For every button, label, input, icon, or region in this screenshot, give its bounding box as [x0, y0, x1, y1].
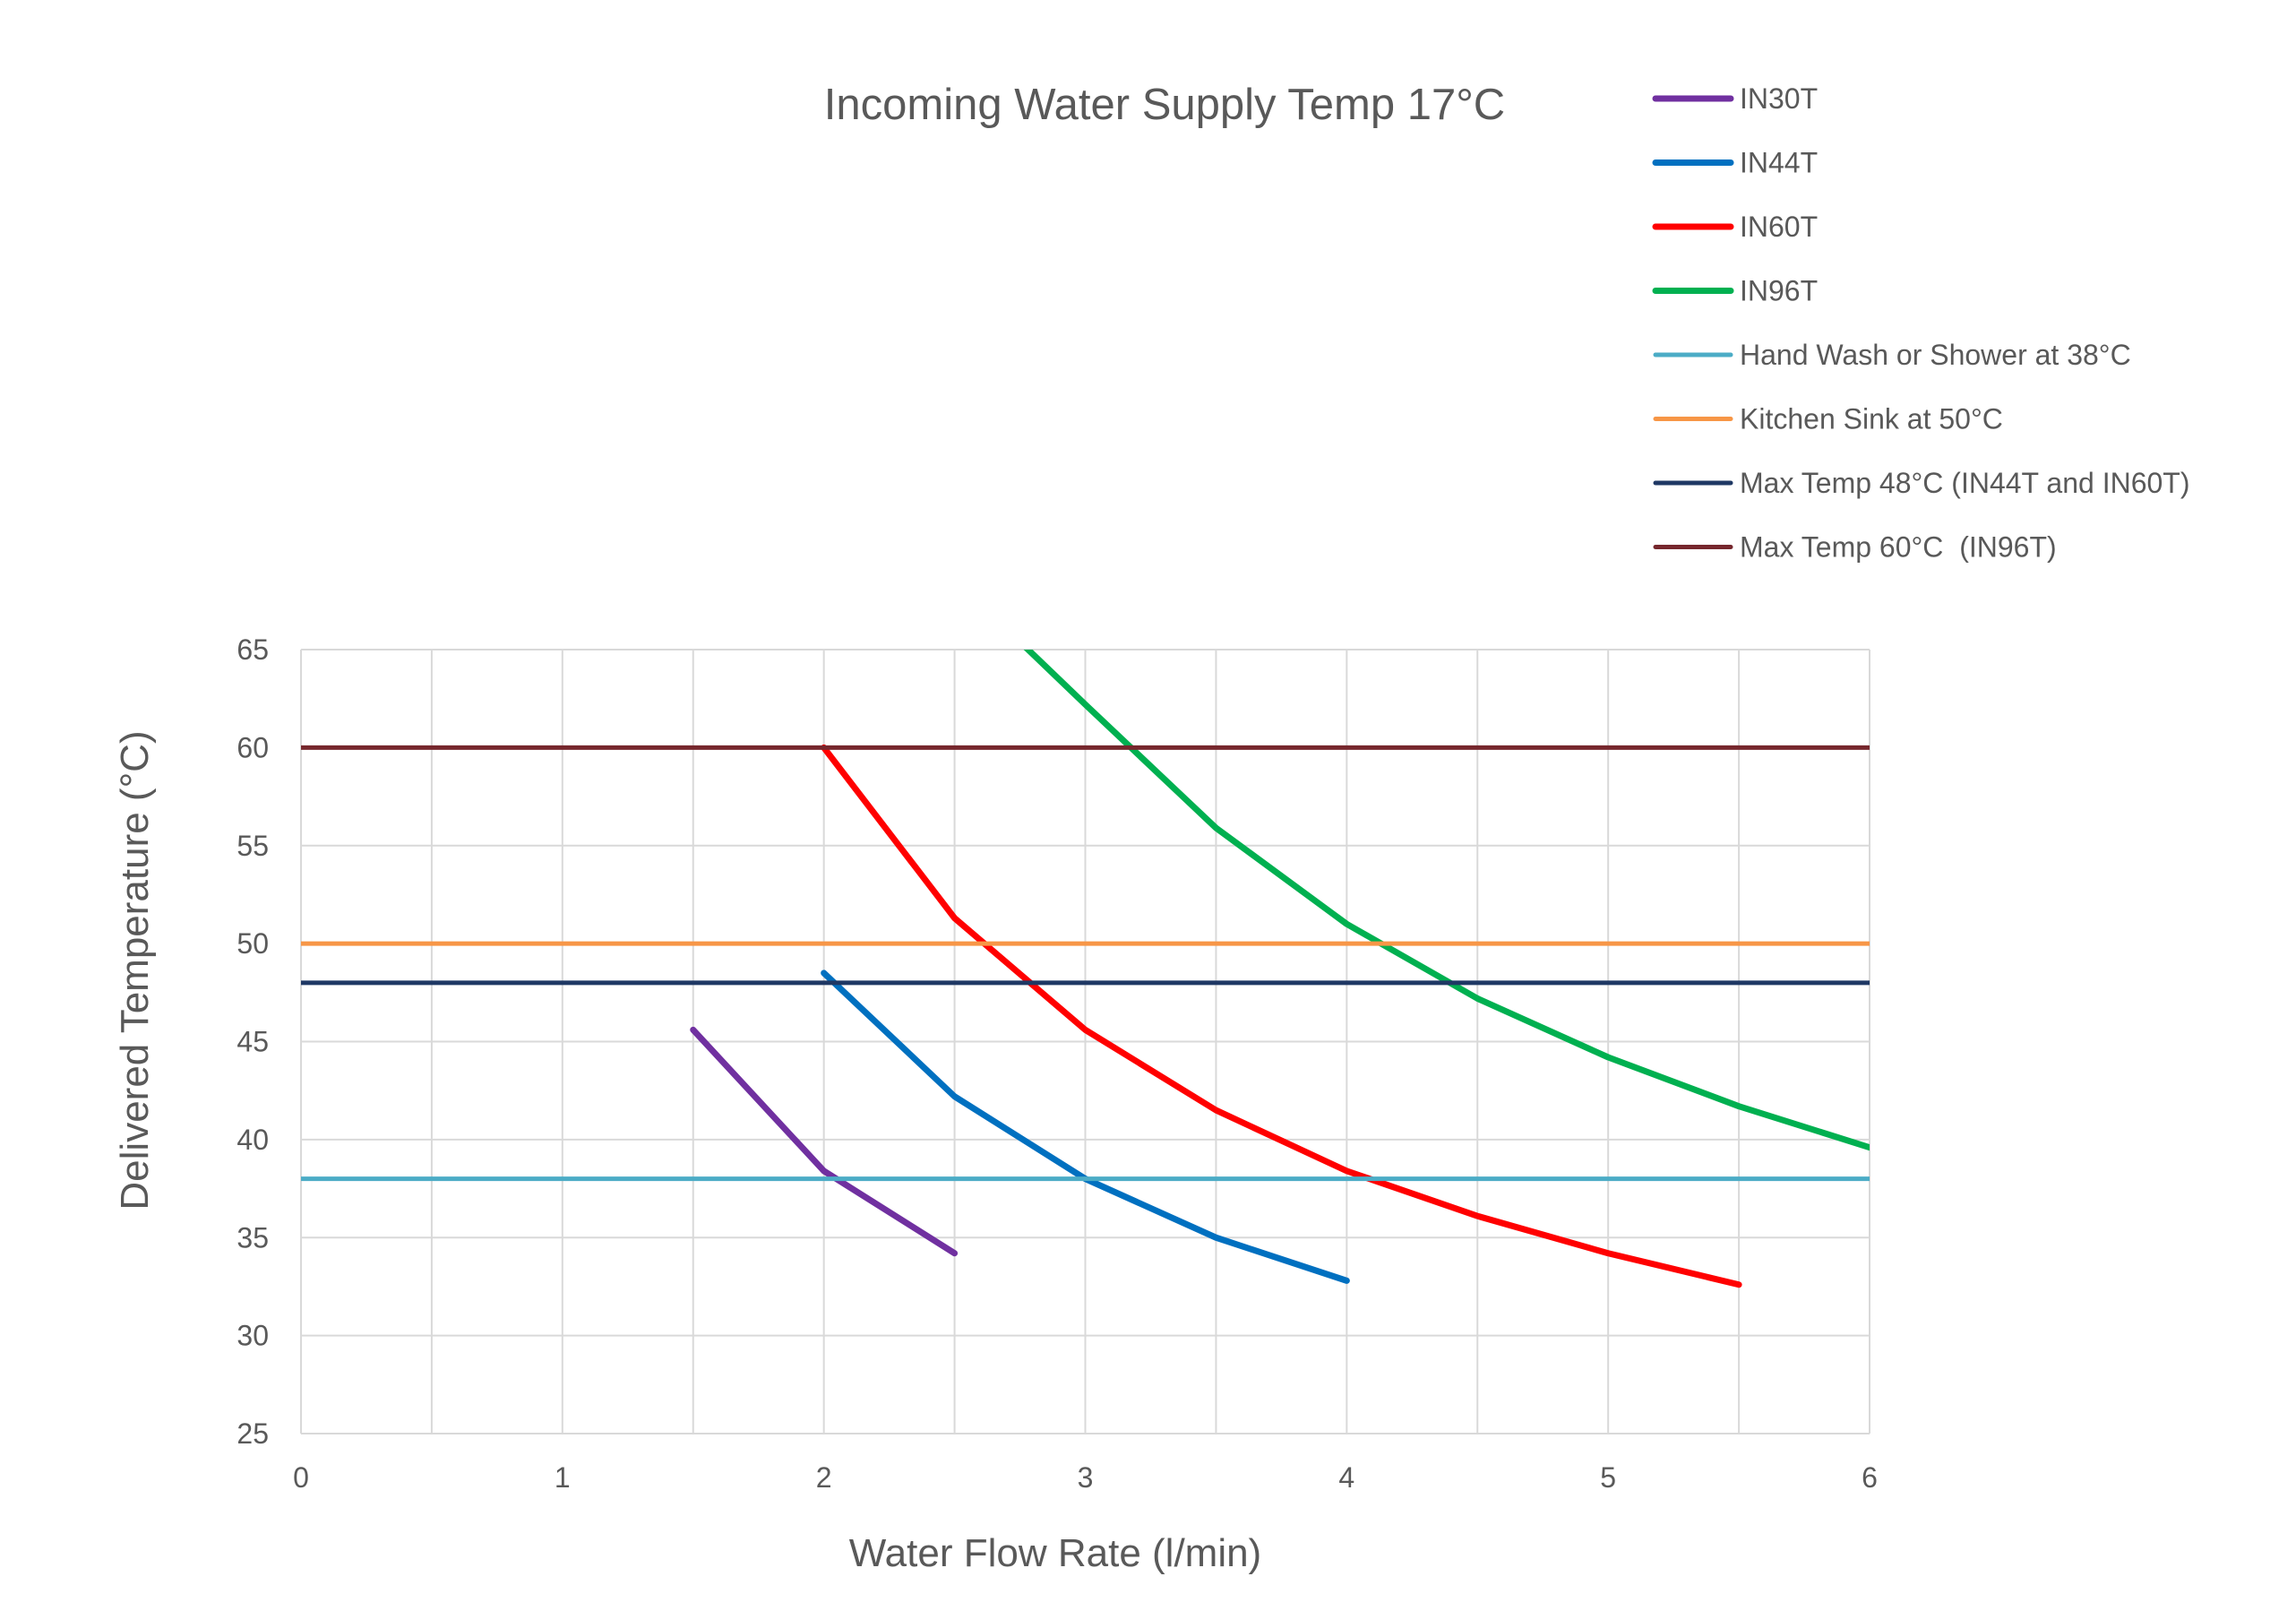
legend-label: Max Temp 60°C (IN96T) — [1740, 531, 2057, 564]
y-tick-label: 30 — [236, 1320, 269, 1352]
legend-label: IN96T — [1740, 275, 1818, 307]
y-tick-label: 60 — [236, 731, 269, 763]
y-tick-label: 50 — [236, 927, 269, 960]
grid — [300, 649, 1870, 1434]
x-tick-label: 2 — [816, 1461, 832, 1494]
y-tick-label: 65 — [236, 633, 269, 666]
series-line-in60t — [821, 744, 1742, 1288]
series-lines — [301, 650, 1870, 1288]
x-tick-label: 0 — [293, 1461, 309, 1494]
x-tick-label: 4 — [1338, 1461, 1354, 1494]
legend-label: Hand Wash or Shower at 38°C — [1740, 339, 2131, 371]
y-tick-label: 35 — [236, 1221, 269, 1253]
legend-label: IN44T — [1740, 147, 1818, 179]
legend-label: IN60T — [1740, 211, 1818, 243]
series-line-in96t — [1023, 650, 1870, 1151]
y-tick-label: 45 — [236, 1026, 269, 1058]
x-axis-label: Water Flow Rate (l/min) — [849, 1531, 1261, 1575]
y-tick-label: 55 — [236, 830, 269, 862]
legend-label: IN30T — [1740, 82, 1818, 115]
legend-label: Max Temp 48°C (IN44T and IN60T) — [1740, 467, 2189, 499]
y-tick-label: 25 — [236, 1417, 269, 1450]
x-tick-label: 5 — [1600, 1461, 1616, 1494]
x-tick-label: 6 — [1862, 1461, 1878, 1494]
y-axis-label: Delivered Temperature (°C) — [113, 730, 157, 1210]
legend: IN30T IN44T IN60T IN96T Hand Wash or Shower … — [1652, 82, 2189, 564]
legend-label: Kitchen Sink at 50°C — [1740, 403, 2003, 435]
x-tick-label: 1 — [555, 1461, 571, 1494]
x-tick-label: 3 — [1078, 1461, 1094, 1494]
y-tick-label: 40 — [236, 1124, 269, 1156]
series-line-in30t — [690, 1026, 959, 1257]
chart-title: Incoming Water Supply Temp 17°C — [824, 81, 1505, 129]
